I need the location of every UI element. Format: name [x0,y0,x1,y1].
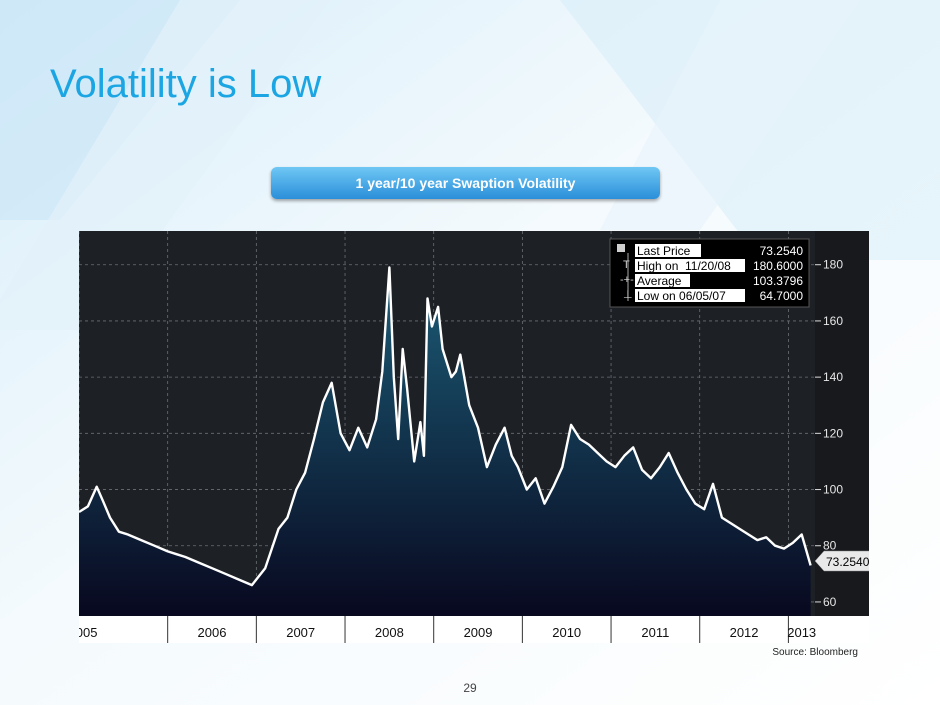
x-tick-label: 2009 [464,625,493,640]
legend-high-value: 180.6000 [753,259,803,273]
y-tick-label: 100 [823,483,843,497]
legend-last-price-value: 73.2540 [760,244,804,258]
x-tick-label: 2012 [730,625,759,640]
series-line [79,266,812,587]
x-axis-ticks: 2005 2006 2007 2008 2009 2010 2011 2012 2013 [79,616,816,643]
chart-caption-banner: 1 year/10 year Swaption Volatility [271,167,660,199]
x-tick-label: 2013 [787,625,816,640]
legend-low-label: Low on 06/05/07 [637,289,726,303]
x-tick-label: 2010 [552,625,581,640]
chart-caption-text: 1 year/10 year Swaption Volatility [355,175,576,191]
chart-legend: Last Price 73.2540 T High on 11/20/08 18… [609,238,810,308]
legend-last-price-label: Last Price [637,244,691,258]
x-axis-strip [79,616,869,643]
y-tick-label: 80 [823,539,837,553]
x-tick-label: 2008 [375,625,404,640]
legend-high-date: 11/20/08 [685,259,731,273]
legend-high-marker-icon: T [623,259,630,271]
y-tick-label: 60 [823,595,837,609]
legend-average-label: Average [637,274,682,288]
x-tick-label: 2005 [79,625,97,640]
y-tick-label: 120 [823,426,843,440]
series-area [79,267,811,616]
source-note: Source: Bloomberg [772,647,858,658]
x-tick-label: 2007 [286,625,315,640]
x-tick-label: 2011 [641,625,669,640]
page-number: 29 [463,681,477,695]
legend-low-value: 64.7000 [760,289,804,303]
last-value-marker: 73.2540 [814,550,869,572]
slide-title: Volatility is Low [50,62,322,106]
y-tick-label: 160 [823,314,843,328]
y-axis-ticks: 60 80 100 120 140 160 180 [815,258,843,609]
y-tick-label: 180 [823,258,843,272]
legend-average-marker-icon: -+- [620,274,634,286]
x-tick-label: 2006 [198,625,227,640]
legend-average-value: 103.3796 [753,274,803,288]
y-tick-label: 140 [823,370,843,384]
legend-low-marker-icon: ⊥ [623,289,633,301]
legend-high-label: High on [637,259,678,273]
swaption-volatility-chart: 2005 2006 2007 2008 2009 2010 2011 2012 2013 60 8… [79,231,869,643]
last-value-label: 73.2540 [826,555,869,569]
